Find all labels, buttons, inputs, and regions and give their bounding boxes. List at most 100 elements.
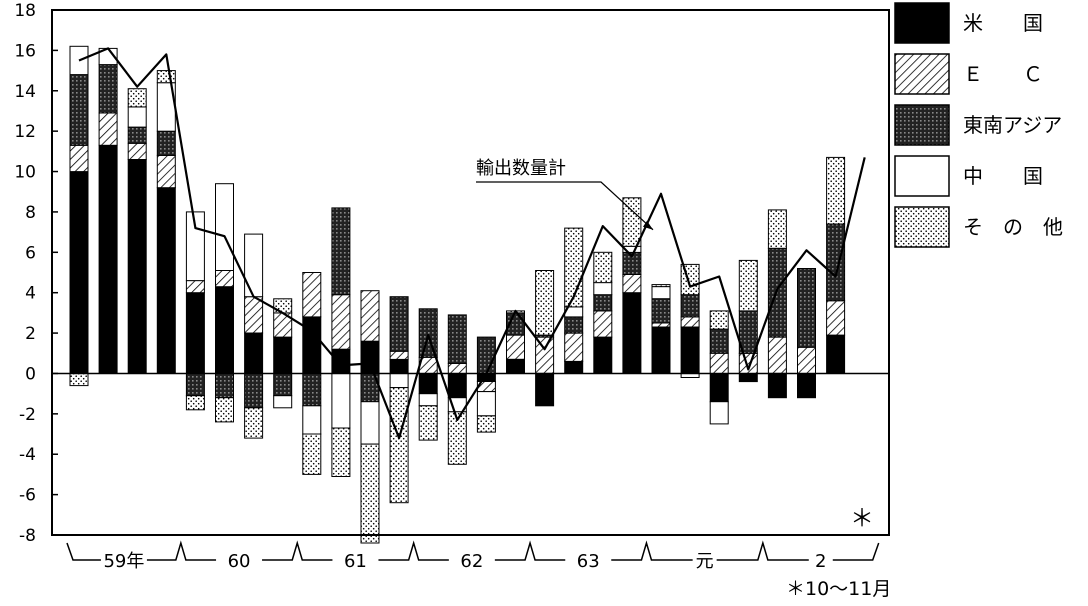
- legend-swatch-other: [894, 206, 950, 248]
- y-tick-label: 4: [25, 284, 36, 304]
- legend-swatch-us: [894, 2, 950, 44]
- bar-other-24: [767, 209, 787, 249]
- period-label: 61: [344, 551, 367, 572]
- bar-us-12: [418, 373, 438, 395]
- bar-ec-0: [69, 144, 89, 173]
- bar-other-6: [244, 407, 264, 439]
- bar-other-9: [331, 427, 351, 477]
- bar-china-12: [418, 393, 438, 407]
- total-line-layer: [78, 47, 866, 440]
- bar-us-17: [564, 360, 584, 374]
- bar-sea-14: [476, 336, 496, 374]
- period-label: 59年: [103, 551, 144, 572]
- bar-sea-21: [680, 294, 700, 318]
- bar-sea-13: [447, 314, 467, 364]
- bar-other-23: [738, 259, 758, 312]
- total-line-leader: [476, 181, 654, 231]
- period-label: 62: [460, 551, 483, 572]
- bar-us-25: [797, 373, 816, 399]
- bar-other-3: [156, 70, 176, 84]
- bar-other-8: [302, 433, 322, 475]
- leader-arrowhead: [643, 220, 653, 230]
- bar-china-11: [389, 373, 409, 389]
- bar-us-3: [156, 187, 176, 374]
- bar-us-1: [98, 144, 118, 374]
- y-tick-label: 14: [14, 82, 36, 102]
- legend-label-us: 米 国: [963, 11, 1043, 35]
- bar-ec-15: [506, 334, 525, 360]
- bar-us-5: [215, 286, 234, 374]
- bar-ec-8: [302, 272, 322, 318]
- bar-us-9: [331, 348, 351, 374]
- y-tick-label: -6: [19, 486, 36, 506]
- bar-other-16: [535, 270, 555, 336]
- period-label: 2: [815, 551, 826, 572]
- bar-sea-1: [98, 64, 118, 114]
- bar-ec-22: [709, 352, 729, 374]
- bar-other-10: [360, 443, 380, 544]
- legend-label-sea: 東南アジア: [963, 113, 1062, 137]
- bar-other-12: [418, 405, 438, 441]
- annotations: 輸出数量計 ＊ ＊10〜11月: [476, 158, 891, 600]
- bar-ec-4: [185, 280, 205, 294]
- bar-sea-17: [564, 316, 584, 334]
- bar-us-8: [302, 316, 322, 374]
- y-tick-label: -4: [19, 445, 36, 465]
- bar-china-6: [244, 233, 264, 298]
- x-axis-periods: 59年 60 61 62 63 元 2: [66, 540, 880, 572]
- bar-china-14: [476, 391, 496, 417]
- bar-sea-20: [651, 298, 671, 324]
- bar-sea-18: [593, 294, 613, 312]
- plot-frame: [51, 9, 890, 536]
- bar-us-2: [127, 158, 147, 374]
- bar-other-2: [127, 88, 147, 108]
- bar-china-22: [709, 401, 729, 425]
- legend-label-ec: Ｅ Ｃ: [963, 62, 1043, 86]
- bar-sea-6: [244, 373, 264, 409]
- bar-sea-8: [302, 373, 322, 407]
- bar-china-9: [331, 373, 351, 429]
- bar-ec-5: [215, 270, 234, 288]
- bar-other-26: [826, 156, 846, 225]
- bar-ec-10: [360, 290, 380, 342]
- y-tick-label: -8: [19, 526, 36, 546]
- bar-us-4: [185, 292, 205, 375]
- bar-sea-7: [273, 373, 293, 397]
- y-tick-label: 8: [25, 203, 36, 223]
- bar-sea-25: [797, 268, 816, 348]
- bar-us-18: [593, 336, 613, 374]
- bar-sea-22: [709, 328, 729, 354]
- bar-us-24: [767, 373, 787, 399]
- bar-sea-2: [127, 126, 147, 144]
- y-tick-label: -2: [19, 405, 36, 425]
- bar-us-20: [651, 326, 671, 374]
- bar-ec-19: [622, 274, 642, 294]
- bar-sea-26: [826, 223, 846, 302]
- bar-other-18: [593, 251, 613, 284]
- bar-us-11: [389, 358, 409, 374]
- bar-ec-6: [244, 296, 264, 334]
- bar-sea-4: [185, 373, 205, 397]
- bar-china-20: [651, 286, 671, 300]
- star-mark: ＊: [850, 504, 874, 532]
- bars-layer: [69, 45, 846, 544]
- legend-swatch-ec: [894, 53, 950, 95]
- legend-swatch-sea: [894, 104, 950, 146]
- bar-ec-13: [447, 362, 467, 374]
- bar-other-11: [389, 387, 409, 504]
- bar-ec-17: [564, 332, 584, 362]
- bar-ec-18: [593, 310, 613, 338]
- y-tick-label: 6: [25, 243, 36, 263]
- bar-sea-12: [418, 308, 438, 358]
- bar-ec-24: [767, 336, 787, 374]
- footnote: ＊10〜11月: [786, 578, 891, 600]
- bar-ec-11: [389, 350, 409, 360]
- bar-ec-1: [98, 112, 118, 146]
- y-tick-label: 12: [14, 122, 36, 142]
- y-tick-label: 10: [14, 163, 36, 183]
- bar-ec-2: [127, 142, 147, 161]
- legend-swatch-china: [894, 155, 950, 197]
- bar-sea-9: [331, 207, 351, 296]
